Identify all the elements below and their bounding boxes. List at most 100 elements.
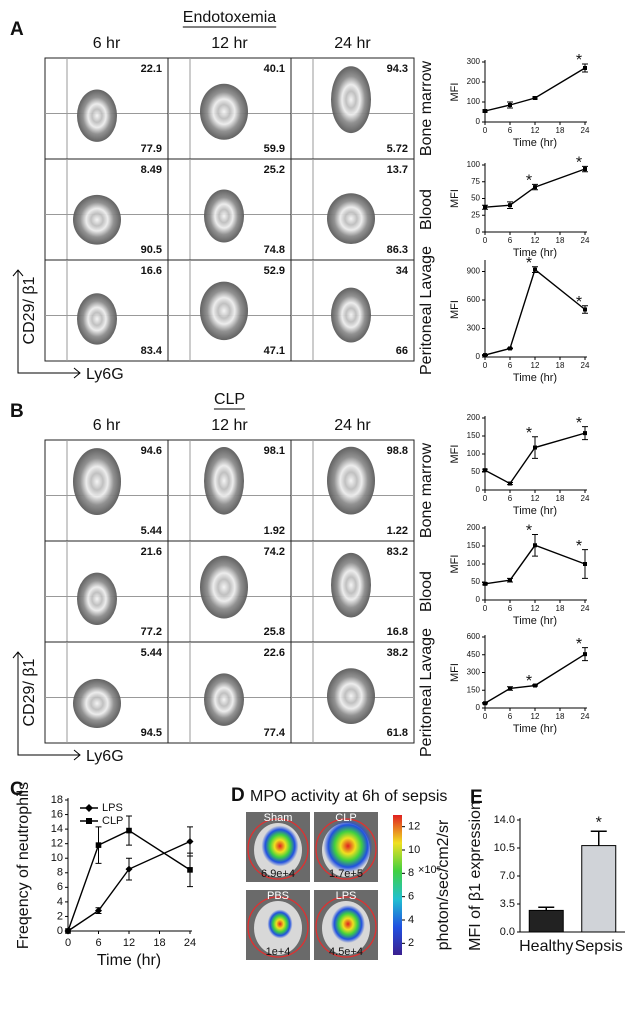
colorbar-unit: photon/sec/cm2/sr <box>435 819 452 950</box>
image-label: Sham <box>264 812 293 824</box>
y-tick-label: 4 <box>57 896 63 908</box>
x-tick-label: 18 <box>556 361 565 370</box>
quadrant-lower: 94.5 <box>141 727 162 739</box>
point <box>483 581 487 586</box>
y-tick-label: 0 <box>476 595 481 604</box>
colorbar-tick-label: 4 <box>408 914 414 926</box>
point <box>508 346 512 351</box>
x-tick-label: 12 <box>531 236 540 245</box>
row-label: Bone marrow <box>418 60 435 156</box>
density-blob <box>331 66 371 134</box>
panel-title: Endotoxemia <box>183 9 276 26</box>
quadrant-upper: 38.2 <box>387 647 408 659</box>
axis-arrow <box>12 269 81 379</box>
line <box>67 829 191 932</box>
y-tick-label: 100 <box>467 97 481 106</box>
x-tick-label: 0 <box>483 361 488 370</box>
point <box>583 167 587 172</box>
point <box>533 267 537 272</box>
point <box>508 686 512 691</box>
point <box>533 445 537 450</box>
line <box>484 168 586 208</box>
column-header: 12 hr <box>211 417 248 434</box>
y-axis-label: MFI <box>449 663 461 682</box>
point <box>508 481 512 486</box>
y-tick-label: 200 <box>467 523 481 532</box>
bar <box>581 845 617 933</box>
quadrant-lower: 77.2 <box>141 626 162 638</box>
x-tick-label: 18 <box>556 236 565 245</box>
row-label: Peritoneal Lavage <box>418 628 435 757</box>
density-blob <box>73 678 121 728</box>
axis-arrow <box>12 651 81 761</box>
quadrant-upper: 98.8 <box>387 445 408 457</box>
y-axis-label: MFI <box>449 555 461 574</box>
point <box>533 683 537 688</box>
x-axis-label: Time (hr) <box>513 137 557 149</box>
quadrant-upper: 25.2 <box>264 164 285 176</box>
panel-letter: C <box>10 779 24 800</box>
point <box>483 353 487 358</box>
panel-title: MPO activity at 6h of sepsis <box>250 788 447 805</box>
point <box>508 578 512 583</box>
x-tick-label: 18 <box>556 126 565 135</box>
density-blob <box>77 89 117 142</box>
x-axis-label: Ly6G <box>86 366 124 383</box>
x-tick-label: 12 <box>531 604 540 613</box>
panel-letter: A <box>10 19 24 40</box>
point <box>508 103 512 107</box>
signal-heat <box>267 909 293 939</box>
y-tick-label: 6 <box>57 881 63 893</box>
point <box>583 431 587 436</box>
y-tick-label: 100 <box>467 160 481 169</box>
x-tick-label: 24 <box>581 494 590 503</box>
y-tick-label: 14 <box>51 823 63 835</box>
point <box>125 865 133 873</box>
quadrant-lower: 77.4 <box>264 727 286 739</box>
row-label: Peritoneal Lavage <box>418 246 435 375</box>
quadrant-lower: 77.9 <box>141 143 162 155</box>
x-tick-label: 12 <box>531 361 540 370</box>
y-tick-label: 10.5 <box>494 842 515 854</box>
y-tick-label: 100 <box>467 559 481 568</box>
quadrant-upper: 83.2 <box>387 546 408 558</box>
y-tick-label: 10 <box>51 852 63 864</box>
y-axis-label: MFI <box>449 300 461 319</box>
quadrant-upper: 5.44 <box>141 647 163 659</box>
colorbar-tick-label: 12 <box>408 821 420 833</box>
y-axis-label: MFI <box>449 445 461 464</box>
x-tick-label: Sepsis <box>575 938 623 955</box>
x-axis-label: Time (hr) <box>513 723 557 735</box>
signal-value: 1.7e+5 <box>329 868 363 880</box>
y-tick-label: 0 <box>476 485 481 494</box>
significance: * <box>576 415 582 432</box>
x-tick-label: 12 <box>531 126 540 135</box>
significance: * <box>526 425 532 442</box>
quadrant-lower: 1.22 <box>387 525 408 537</box>
x-tick-label: 18 <box>556 604 565 613</box>
x-tick-label: 12 <box>531 712 540 721</box>
x-tick-label: 24 <box>581 712 590 721</box>
point <box>483 701 487 706</box>
density-blob <box>200 555 248 619</box>
density-blob <box>331 287 371 343</box>
quadrant-upper: 22.1 <box>141 63 162 75</box>
signal-heat <box>261 825 299 867</box>
point <box>65 928 71 934</box>
x-tick-label: 12 <box>531 494 540 503</box>
column-header: 12 hr <box>211 35 248 52</box>
density-blob <box>204 673 244 726</box>
roi <box>247 818 309 880</box>
y-tick-label: 0 <box>476 227 481 236</box>
point <box>583 66 587 70</box>
x-tick-label: 24 <box>581 604 590 613</box>
x-tick-label: 0 <box>483 236 488 245</box>
significance: * <box>526 523 532 540</box>
error-bar <box>590 830 607 846</box>
x-axis-label: Time (hr) <box>513 372 557 384</box>
quadrant-upper: 8.49 <box>141 164 162 176</box>
point <box>508 203 512 208</box>
column-header: 24 hr <box>334 35 371 52</box>
y-tick-label: 300 <box>467 668 481 677</box>
x-tick-label: 0 <box>483 712 488 721</box>
